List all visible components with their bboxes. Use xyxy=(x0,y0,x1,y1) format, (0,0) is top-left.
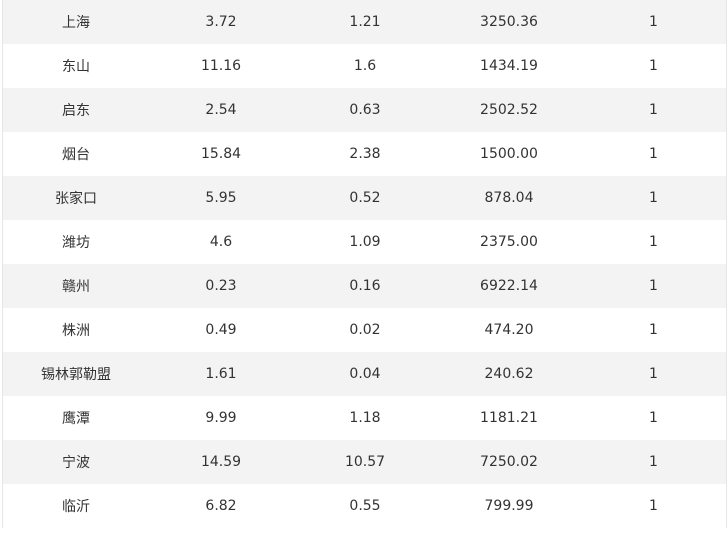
table-row: 潍坊 4.6 1.09 2375.00 1 xyxy=(3,220,726,264)
value-cell-4: 1 xyxy=(649,102,658,118)
value-cell-3: 2502.52 xyxy=(480,102,538,118)
value-cell-3: 1434.19 xyxy=(480,58,538,74)
value-cell-4: 1 xyxy=(649,498,658,514)
value-cell-1: 0.49 xyxy=(205,322,237,338)
city-cell: 宁波 xyxy=(62,455,90,471)
city-cell: 锡林郭勒盟 xyxy=(41,367,111,383)
value-cell-2: 0.04 xyxy=(349,366,381,382)
city-cell: 株洲 xyxy=(62,323,90,339)
value-cell-1: 6.82 xyxy=(205,498,237,514)
value-cell-1: 15.84 xyxy=(200,146,242,162)
value-cell-2: 0.02 xyxy=(349,322,381,338)
value-cell-2: 0.63 xyxy=(349,102,381,118)
table-row: 株洲 0.49 0.02 474.20 1 xyxy=(3,308,726,352)
value-cell-1: 0.23 xyxy=(205,278,237,294)
table-row: 张家口 5.95 0.52 878.04 1 xyxy=(3,176,726,220)
value-cell-2: 1.18 xyxy=(349,410,381,426)
value-cell-3: 474.20 xyxy=(484,322,534,338)
value-cell-1: 4.6 xyxy=(209,234,233,250)
value-cell-4: 1 xyxy=(649,278,658,294)
table-row: 锡林郭勒盟 1.61 0.04 240.62 1 xyxy=(3,352,726,396)
value-cell-4: 1 xyxy=(649,146,658,162)
value-cell-3: 3250.36 xyxy=(480,14,538,30)
city-cell: 赣州 xyxy=(62,279,90,295)
value-cell-3: 6922.14 xyxy=(480,278,538,294)
value-cell-2: 10.57 xyxy=(344,454,386,470)
table-row: 鹰潭 9.99 1.18 1181.21 1 xyxy=(3,396,726,440)
value-cell-1: 5.95 xyxy=(205,190,237,206)
table-body: 上海 3.72 1.21 3250.36 1 东山 11.16 1.6 1434… xyxy=(3,0,726,528)
value-cell-2: 1.21 xyxy=(349,14,381,30)
value-cell-1: 2.54 xyxy=(205,102,237,118)
value-cell-1: 9.99 xyxy=(205,410,237,426)
value-cell-4: 1 xyxy=(649,454,658,470)
value-cell-2: 0.16 xyxy=(349,278,381,294)
value-cell-2: 2.38 xyxy=(349,146,381,162)
value-cell-1: 11.16 xyxy=(200,58,242,74)
value-cell-3: 878.04 xyxy=(484,190,534,206)
value-cell-4: 1 xyxy=(649,366,658,382)
value-cell-1: 14.59 xyxy=(200,454,242,470)
city-cell: 临沂 xyxy=(62,499,90,515)
value-cell-4: 1 xyxy=(649,58,658,74)
value-cell-3: 2375.00 xyxy=(480,234,538,250)
value-cell-4: 1 xyxy=(649,190,658,206)
city-cell: 上海 xyxy=(62,15,90,31)
table-row: 东山 11.16 1.6 1434.19 1 xyxy=(3,44,726,88)
table-row: 宁波 14.59 10.57 7250.02 1 xyxy=(3,440,726,484)
value-cell-3: 240.62 xyxy=(484,366,534,382)
value-cell-4: 1 xyxy=(649,14,658,30)
value-cell-2: 1.6 xyxy=(353,58,377,74)
value-cell-2: 0.55 xyxy=(349,498,381,514)
city-cell: 烟台 xyxy=(62,147,90,163)
data-table: 上海 3.72 1.21 3250.36 1 东山 11.16 1.6 1434… xyxy=(3,0,726,528)
table-row: 临沂 6.82 0.55 799.99 1 xyxy=(3,484,726,528)
value-cell-4: 1 xyxy=(649,322,658,338)
value-cell-4: 1 xyxy=(649,234,658,250)
value-cell-1: 1.61 xyxy=(205,366,237,382)
value-cell-2: 1.09 xyxy=(349,234,381,250)
city-cell: 鹰潭 xyxy=(62,411,90,427)
value-cell-3: 799.99 xyxy=(484,498,534,514)
value-cell-3: 1181.21 xyxy=(480,410,538,426)
value-cell-1: 3.72 xyxy=(205,14,237,30)
city-cell: 启东 xyxy=(62,103,90,119)
value-cell-3: 7250.02 xyxy=(480,454,538,470)
table-row: 烟台 15.84 2.38 1500.00 1 xyxy=(3,132,726,176)
table-row: 上海 3.72 1.21 3250.36 1 xyxy=(3,0,726,44)
city-cell: 东山 xyxy=(62,59,90,75)
table-row: 启东 2.54 0.63 2502.52 1 xyxy=(3,88,726,132)
value-cell-2: 0.52 xyxy=(349,190,381,206)
city-cell: 张家口 xyxy=(55,191,97,207)
city-cell: 潍坊 xyxy=(62,235,90,251)
value-cell-4: 1 xyxy=(649,410,658,426)
table-row: 赣州 0.23 0.16 6922.14 1 xyxy=(3,264,726,308)
value-cell-3: 1500.00 xyxy=(480,146,538,162)
